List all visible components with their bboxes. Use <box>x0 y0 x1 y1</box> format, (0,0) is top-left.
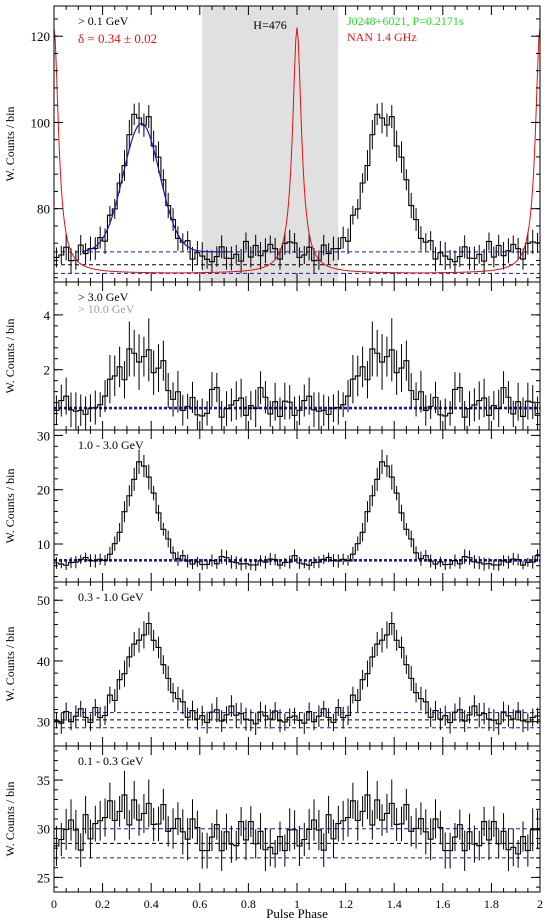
panel-0.1-0.3-GeV: 25 30 35 W. Counts / bin 0.1 - 0.3 GeV <box>3 745 541 893</box>
x-tick-label: 1 <box>294 897 300 911</box>
y-tick-label: 100 <box>31 115 51 130</box>
histogram-series <box>54 113 540 263</box>
panel-above-0.1-GeV: 80 100 120 W. Counts / bin > 0.1 GeV δ = 0.34… <box>3 5 541 283</box>
energy-label: 0.3 - 1.0 GeV <box>78 590 144 604</box>
histogram-series <box>54 348 540 418</box>
energy-label: > 0.1 GeV <box>78 14 129 28</box>
x-tick-label: 0.4 <box>144 897 159 911</box>
delta-label: δ = 0.34 ± 0.02 <box>78 31 157 46</box>
x-tick-label: 1.6 <box>435 897 450 911</box>
x-axis-title: Pulse Phase <box>266 906 328 921</box>
energy-label-secondary: > 10.0 GeV <box>78 302 135 316</box>
y-tick-label: 10 <box>37 537 50 552</box>
plot-area <box>54 6 540 282</box>
y-tick-label: 30 <box>37 822 50 837</box>
plot-area <box>54 318 540 430</box>
y-tick-label: 30 <box>37 428 50 443</box>
y-tick-label: 2 <box>44 363 51 378</box>
x-axis-title-group: Pulse Phase <box>266 906 328 921</box>
h-test-label: H=476 <box>253 18 286 32</box>
energy-label: 0.1 - 0.3 GeV <box>78 754 144 768</box>
histogram-series <box>54 794 540 855</box>
histogram-series <box>54 461 540 566</box>
x-tick-label: 2 <box>537 897 543 911</box>
x-tick-label: 1.8 <box>484 897 499 911</box>
panel-1.0-3.0-GeV: 10 20 30 W. Counts / bin 1.0 - 3.0 GeV <box>3 428 541 583</box>
y-axis-title: W. Counts / bin <box>3 627 17 702</box>
y-tick-label: 50 <box>37 593 50 608</box>
y-tick-label: 20 <box>37 483 50 498</box>
y-axis-title: W. Counts / bin <box>3 107 17 182</box>
y-tick-label: 30 <box>37 715 50 730</box>
y-tick-label: 4 <box>44 308 51 323</box>
y-tick-label: 40 <box>37 654 50 669</box>
y-axis: 24 <box>44 281 540 426</box>
y-tick-label: 35 <box>37 773 50 788</box>
x-tick-label: 1.4 <box>387 897 402 911</box>
y-axis-title: W. Counts / bin <box>3 469 17 544</box>
x-tick-labels: 0 0.2 0.4 0.6 0.8 1 1.2 1.4 1.6 1.8 2 <box>51 897 543 911</box>
x-tick-label: 0.2 <box>95 897 110 911</box>
x-tick-label: 1.2 <box>338 897 353 911</box>
fit-curve <box>83 122 229 253</box>
y-tick-label: 25 <box>37 870 50 885</box>
x-tick-label: 0.6 <box>192 897 207 911</box>
energy-label: > 3.0 GeV <box>78 290 129 304</box>
x-axis-ticks <box>53 6 541 282</box>
panel-0.3-1.0-GeV: 30 40 50 W. Counts / bin 0.3 - 1.0 GeV <box>3 581 541 747</box>
plot-area <box>54 612 540 735</box>
x-axis-ticks <box>53 582 541 746</box>
y-axis: 80 100 120 <box>31 18 540 279</box>
y-tick-label: 80 <box>37 202 50 217</box>
y-tick-label: 120 <box>31 29 51 44</box>
x-axis-ticks <box>53 430 541 582</box>
histogram-series <box>54 622 540 725</box>
plot-area <box>54 770 540 872</box>
panel-above-3.0-GeV: 24W. Counts / bin> 3.0 GeV> 10.0 GeV <box>3 281 541 431</box>
pulsar-label: J0248+6021, P=0.2171s <box>347 14 464 28</box>
x-axis-ticks <box>53 282 541 430</box>
energy-label: 1.0 - 3.0 GeV <box>78 438 144 452</box>
radio-label: NAN 1.4 GHz <box>347 30 417 44</box>
radio-profile-curve <box>54 27 540 274</box>
y-axis: 25 30 35 <box>37 750 540 888</box>
plot-area <box>54 449 540 571</box>
y-axis-title: W. Counts / bin <box>3 319 17 394</box>
y-axis: 10 20 30 <box>37 428 540 578</box>
x-tick-label: 0 <box>51 897 57 911</box>
x-tick-label: 0.8 <box>241 897 256 911</box>
x-axis-ticks <box>53 746 541 892</box>
y-axis-title: W. Counts / bin <box>3 782 17 857</box>
